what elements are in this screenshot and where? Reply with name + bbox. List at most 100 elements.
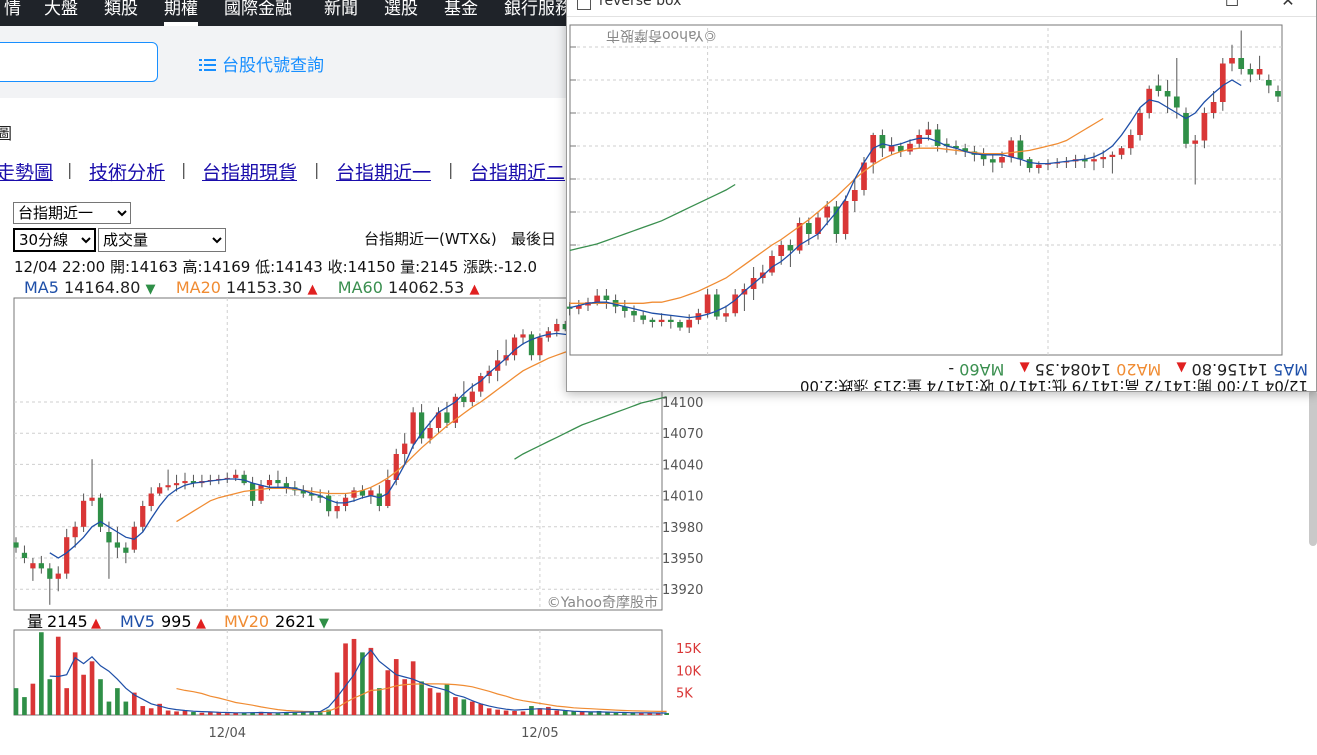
candle [1164,91,1171,97]
volume-bar [495,709,500,715]
subnav-separator: | [181,160,187,179]
candle [233,474,239,478]
search-input[interactable] [0,42,158,82]
window-title: reverse box [599,0,682,9]
candle [317,495,323,498]
search-area: 台股代號查詢 [0,26,570,98]
candle [452,396,459,423]
nav-item-funds[interactable]: 基金 [444,0,478,19]
volume-bar [596,710,602,715]
subnav-taiex-second-month[interactable]: 台指期近二 [470,162,566,184]
volume-bar [436,692,441,715]
candle [435,412,442,428]
nav-item-quotes[interactable]: 情 [4,0,21,19]
volume-bar [402,679,408,715]
candle [140,506,146,527]
volume-bar [157,703,162,715]
close-icon[interactable]: ✕ [1281,0,1295,10]
subnav-taiex-near-month[interactable]: 台指期近一 [336,162,432,184]
contract-select[interactable]: 台指期近一 [13,202,131,224]
candle [667,319,674,322]
volume-label: 量 [27,612,43,631]
subnav-separator: | [448,160,454,179]
indicator-select[interactable]: 成交量 [98,228,226,252]
candle [732,294,739,314]
volume-bar [292,712,298,715]
volume-bar [174,711,179,715]
candle [72,526,78,538]
volume-bar [588,712,593,715]
nav-item-market[interactable]: 大盤 [44,0,78,19]
volume-bar [250,712,255,715]
window-titlebar[interactable]: reverse box ☐ ✕ [567,0,1316,17]
page-scrollbar[interactable] [1309,390,1317,546]
ma60-line [514,396,667,460]
candle [249,483,256,501]
candle [1100,157,1107,160]
quote-title: 台指期近一(WTX&) 最後日 [364,230,556,248]
candle [444,412,450,423]
candle [842,201,849,234]
volume-tick-label: 15K [676,642,702,657]
volume-bar [216,711,222,715]
candle [1137,113,1143,135]
candle [123,547,129,553]
breadcrumb: 圖 [0,124,13,143]
candle [114,542,121,548]
stock-code-lookup-link[interactable]: 台股代號查詢 [199,51,324,76]
candle [934,129,941,146]
volume-bar [30,683,36,715]
candle [157,487,163,494]
reverse-box-window[interactable]: reverse box ☐ ✕ 12/04 17:00 開:14172 高:14… [566,0,1317,392]
nav-item-sectors[interactable]: 類股 [104,0,138,19]
volume-bar [512,710,517,715]
candle [888,146,895,152]
volume-bar [630,712,636,715]
nav-item-futures-options[interactable]: 期權 [164,0,198,26]
volume-bar [191,711,196,715]
nav-item-banking[interactable]: 銀行服務 [504,0,572,19]
nav-item-news[interactable]: 新聞 [324,0,358,19]
mv5-line [49,649,667,714]
volume-bar [655,713,661,715]
ma5-label: MA5 [24,278,59,297]
candle [723,313,729,317]
candle [300,490,306,494]
candle [38,563,44,569]
volume-tick-label: 5K [676,687,693,702]
subnav-trend-chart[interactable]: 走勢圖 [0,162,54,184]
subnav-taiex-spot[interactable]: 台指期現貨 [202,162,298,184]
period-select[interactable]: 30分線 [13,228,96,252]
maximize-icon[interactable]: ☐ [1224,0,1240,10]
volume-bar [571,711,577,715]
volume-bar [546,706,551,715]
volume-bar [554,710,560,715]
volume-bar [81,674,86,715]
volume-bar [638,712,644,715]
candle [148,493,154,506]
subnav-technical-analysis[interactable]: 技術分析 [89,162,166,184]
candle [575,305,582,309]
volume-bar [469,701,475,715]
volume-bar [22,697,27,715]
nav-item-international[interactable]: 國際金融 [224,0,292,19]
volume-bar [317,712,323,715]
volume-bar [131,692,137,715]
down-arrow-icon: ▼ [145,282,156,297]
volume-bar [300,711,306,715]
volume-bar [461,699,467,715]
volume-bar [579,711,585,715]
candle [393,454,399,480]
candle [554,324,560,332]
candle [989,159,996,163]
up-arrow-icon: ▲ [196,616,206,631]
candle [824,206,831,218]
volume-bar [115,688,120,715]
mv20-value: 2621 [275,612,316,631]
volume-bar [478,703,484,715]
flipped-content: 12/04 17:00 開:14172 高:14179 低:14170 收:14… [567,17,1316,391]
nav-item-stock-picker[interactable]: 選股 [384,0,418,19]
up-arrow-icon: ▲ [307,282,318,297]
volume-bar [351,638,357,715]
ma20-line [569,117,1104,304]
